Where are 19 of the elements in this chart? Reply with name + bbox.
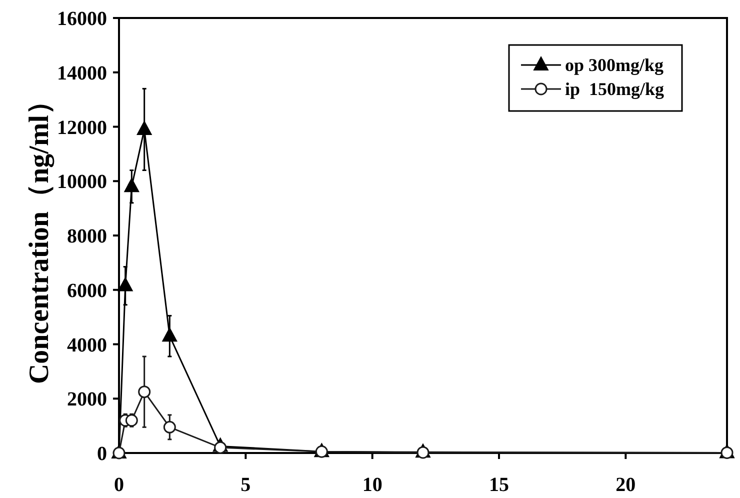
legend-label: ip 150mg/kg [565, 79, 664, 99]
x-tick-label: 0 [114, 474, 124, 496]
y-tick-label: 16000 [57, 8, 107, 30]
legend-item: op 300mg/kg [521, 55, 664, 75]
x-tick-label: 5 [240, 474, 251, 496]
y-tick-label: 0 [97, 443, 107, 465]
x-tick-label: 10 [362, 474, 382, 496]
y-tick-label: 2000 [67, 388, 107, 411]
y-tick-label: 12000 [57, 116, 107, 139]
x-tick-label: 15 [489, 474, 509, 496]
legend-item: ip 150mg/kg [521, 79, 664, 99]
y-tick-label: 14000 [57, 62, 107, 84]
y-tick-label: 8000 [67, 226, 107, 248]
x-tick-label: 20 [616, 474, 636, 496]
y-tick-label: 4000 [67, 334, 107, 356]
y-axis-title: Concentration（ng/ml） [24, 86, 55, 384]
y-tick-label: 6000 [67, 280, 107, 302]
y-tick-label: 10000 [57, 171, 107, 194]
legend-label: op 300mg/kg [565, 55, 664, 75]
